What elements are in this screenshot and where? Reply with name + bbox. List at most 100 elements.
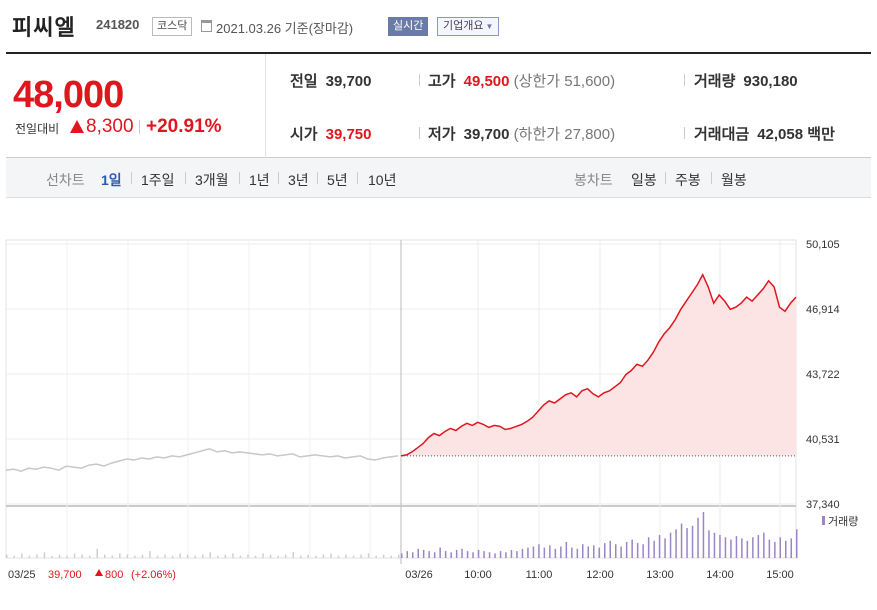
prev-day-change: 800 xyxy=(105,569,123,581)
price-change-percent: +20.91% xyxy=(146,116,222,137)
volume-bar xyxy=(779,537,781,558)
tab-10y[interactable]: 10년 xyxy=(368,172,397,188)
volume-bar xyxy=(708,530,710,558)
prev-day-pct: (+2.06%) xyxy=(131,569,176,581)
volume-bar xyxy=(367,553,370,558)
company-overview-dropdown[interactable]: 기업개요 ▼ xyxy=(437,17,500,36)
volume-bar xyxy=(73,553,76,558)
prev-day-date: 03/25 xyxy=(8,569,36,581)
divider xyxy=(131,172,132,184)
tab-5y[interactable]: 5년 xyxy=(327,172,348,188)
y-tick-label: 50,105 xyxy=(806,239,840,251)
volume-bar xyxy=(554,548,557,558)
volume-bar xyxy=(322,554,325,558)
calendar-icon xyxy=(201,20,212,32)
volume-bar xyxy=(565,541,568,558)
volume-bar xyxy=(43,552,46,559)
volume: 거래량 930,180 xyxy=(694,70,798,91)
volume-bar xyxy=(488,552,491,559)
quote-panel: 48,000 전일대비 8,300 +20.91% 전일 39,700 시가 39,… xyxy=(6,52,871,158)
volume-bar xyxy=(352,555,355,558)
volume-bar xyxy=(232,553,234,558)
volume-bar xyxy=(538,544,540,558)
volume-bar xyxy=(494,553,496,558)
volume-bar xyxy=(455,549,458,558)
volume-bar xyxy=(664,538,666,558)
open-label: 시가 xyxy=(290,126,318,143)
lower-limit: (하한가 27,800) xyxy=(513,126,616,143)
volume-bar xyxy=(66,555,68,558)
volume-bar xyxy=(647,537,650,558)
prev-close-label: 전일 xyxy=(290,73,318,90)
volume-bar xyxy=(686,528,688,558)
realtime-button[interactable]: 실시간 xyxy=(388,17,429,36)
volume-bar xyxy=(292,552,294,559)
tab-weekly[interactable]: 주봉 xyxy=(675,172,701,188)
tab-3m[interactable]: 3개월 xyxy=(195,172,229,188)
volume-bar xyxy=(171,555,174,558)
volume-bar xyxy=(284,554,287,558)
volume-legend-label: 거래량 xyxy=(828,515,858,528)
volume-bar xyxy=(164,554,166,558)
tab-1y[interactable]: 1년 xyxy=(249,172,270,188)
low-value: 39,700 xyxy=(463,126,510,143)
divider xyxy=(185,172,186,184)
volume-bar xyxy=(472,552,474,559)
divider xyxy=(357,172,358,184)
volume-bar xyxy=(96,548,98,558)
chart-tabs: 선차트 1일 1주일 3개월 1년 3년 5년 10년 봉차트 일봉 주봉 월봉 xyxy=(6,158,871,198)
high-label: 고가 xyxy=(428,73,456,90)
y-tick-label: 40,531 xyxy=(806,434,840,446)
volume-bar xyxy=(254,555,257,558)
volume-bar xyxy=(510,549,513,558)
volume-bar xyxy=(680,523,683,558)
volume-bar xyxy=(461,548,463,558)
volume-bar xyxy=(390,555,392,558)
volume-bar xyxy=(88,555,91,558)
volume-bar xyxy=(126,554,129,558)
volume-bar xyxy=(527,547,529,558)
volume-bar xyxy=(450,552,452,559)
volume-bar xyxy=(593,545,595,559)
tab-daily[interactable]: 일봉 xyxy=(631,172,657,188)
x-tick-label: 11:00 xyxy=(526,569,553,581)
volume-bar xyxy=(179,553,181,558)
volume-bar xyxy=(398,554,400,558)
volume-bar xyxy=(532,546,535,558)
prev-day-close: 39,700 xyxy=(48,569,82,581)
stock-name: 피씨엘 xyxy=(12,15,76,40)
x-tick-label: 15:00 xyxy=(766,569,794,581)
volume-bar xyxy=(576,548,579,558)
volume-bar xyxy=(625,541,628,558)
volume-bar xyxy=(277,555,279,558)
volume-bar xyxy=(239,555,242,558)
tab-3y[interactable]: 3년 xyxy=(288,172,309,188)
volume-bar xyxy=(669,532,672,558)
volume-bar xyxy=(571,547,573,558)
low-price: 저가 39,700 (하한가 27,800) xyxy=(428,123,615,144)
y-tick-label: 37,340 xyxy=(806,499,840,511)
volume-bar xyxy=(741,538,743,558)
volume-bar xyxy=(675,529,677,559)
tab-monthly[interactable]: 월봉 xyxy=(721,172,747,188)
volume-bar xyxy=(21,553,23,558)
divider xyxy=(419,127,420,139)
volume-bar xyxy=(560,546,562,558)
divider xyxy=(684,127,685,139)
volume-bar xyxy=(444,551,447,558)
volume-bar xyxy=(156,555,159,558)
divider xyxy=(317,172,318,184)
volume-bar xyxy=(439,547,441,558)
volume-bar xyxy=(466,551,469,558)
volume-bar xyxy=(337,555,340,558)
volume-bar xyxy=(111,555,113,558)
volume-bar xyxy=(360,554,362,558)
volume-bar xyxy=(636,543,639,559)
series-area-today xyxy=(401,274,796,456)
divider xyxy=(278,172,279,184)
high-value: 49,500 xyxy=(463,73,510,90)
volume-bar xyxy=(13,555,15,558)
tab-1d[interactable]: 1일 xyxy=(101,172,122,188)
tab-1w[interactable]: 1주일 xyxy=(141,172,175,188)
volume-bar xyxy=(609,540,611,559)
